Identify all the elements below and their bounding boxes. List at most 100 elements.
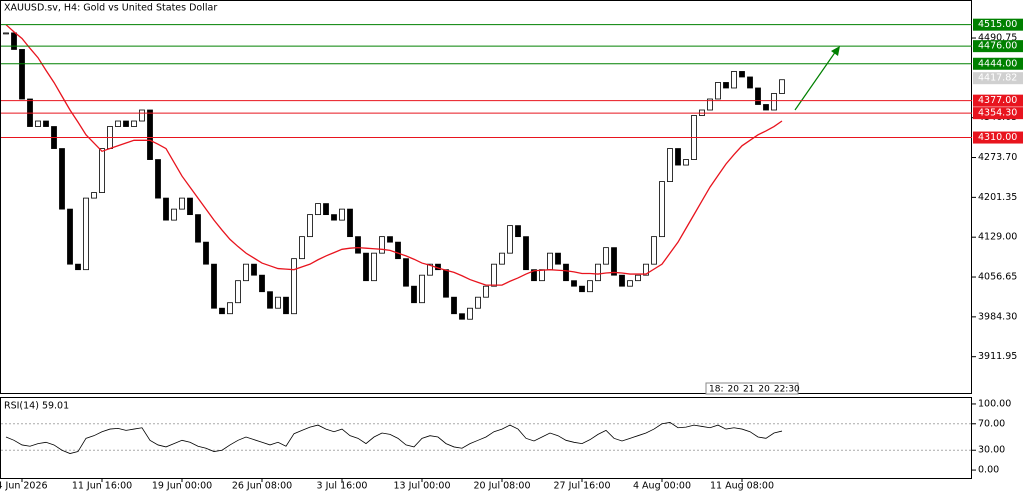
candle <box>515 225 521 238</box>
rsi-line <box>5 422 783 454</box>
candle <box>203 241 209 265</box>
y-tick-label: 3984.30 <box>978 311 1017 322</box>
candle <box>35 120 41 127</box>
candle <box>339 208 345 221</box>
main-panel <box>0 0 972 394</box>
candle <box>291 258 297 315</box>
x-tick-label: 4 Aug 00:00 <box>633 481 691 492</box>
candle <box>171 208 177 221</box>
level-label-box <box>973 107 1023 120</box>
candle <box>683 159 689 166</box>
y-tick-label: 30.00 <box>978 445 1005 456</box>
candle <box>651 236 657 265</box>
candle <box>123 120 129 127</box>
candle <box>419 274 425 304</box>
x-tick-label: 13 Jul 00:00 <box>394 481 451 492</box>
candle <box>275 296 281 309</box>
candle <box>219 307 225 315</box>
candle <box>347 208 353 238</box>
candle <box>115 120 121 127</box>
candle <box>267 291 273 309</box>
candle <box>747 76 753 89</box>
candle <box>755 87 761 105</box>
candle <box>587 280 593 293</box>
candle <box>11 32 17 50</box>
x-tick-label: 11 Jun 16:00 <box>72 481 132 492</box>
candle <box>563 263 569 282</box>
level-label: 4354.30 <box>978 108 1017 119</box>
candle <box>499 252 505 265</box>
candle <box>147 109 153 160</box>
candle <box>299 236 305 260</box>
y-tick-label: 0.00 <box>978 465 999 476</box>
level-label: 4310.00 <box>978 132 1017 143</box>
candle <box>99 148 105 193</box>
moving-average <box>5 24 783 286</box>
time-marker: 22:30 <box>774 385 800 395</box>
candle <box>523 236 529 271</box>
level-label: 4444.00 <box>978 58 1017 69</box>
candle <box>331 214 337 221</box>
candle <box>443 269 449 298</box>
candle <box>179 197 185 210</box>
level-label-box <box>973 57 1023 70</box>
level-label-box <box>973 131 1023 144</box>
candle <box>483 285 489 298</box>
candle <box>763 104 769 111</box>
level-label: 4476.00 <box>978 41 1017 52</box>
candle <box>379 236 385 254</box>
candle <box>771 93 777 111</box>
candle <box>75 263 81 271</box>
y-tick-label: 4129.00 <box>978 232 1017 243</box>
y-tick-label: 4056.65 <box>978 272 1017 283</box>
candle <box>243 263 249 282</box>
candle <box>539 269 545 282</box>
x-tick-label: 3 Jul 16:00 <box>317 481 368 492</box>
candle <box>235 280 241 304</box>
candle <box>635 274 641 282</box>
x-tick-label: 26 Jun 08:00 <box>232 481 292 492</box>
y-tick-label: 4490.75 <box>978 33 1017 44</box>
candle <box>259 274 265 293</box>
candle <box>323 203 329 216</box>
candle <box>467 307 473 320</box>
candle <box>491 263 497 287</box>
candle <box>731 71 737 89</box>
candle <box>283 296 289 315</box>
x-tick-label: 4 Jun 2026 <box>0 481 48 492</box>
time-marker: 18: <box>709 385 723 395</box>
candle <box>195 214 201 243</box>
candle <box>355 236 361 254</box>
arrow-head <box>831 46 840 56</box>
candle <box>91 192 97 199</box>
current-price-box <box>973 72 1023 85</box>
candle <box>363 252 369 282</box>
y-tick-label: 4273.70 <box>978 152 1017 163</box>
candle <box>307 214 313 238</box>
candle <box>67 208 73 265</box>
candle <box>251 263 257 276</box>
candle <box>371 252 377 282</box>
chart-title: XAUUSD.sv, H4: Gold vs United States Dol… <box>4 3 217 14</box>
candle <box>403 258 409 287</box>
candle <box>451 296 457 315</box>
candle <box>163 197 169 221</box>
rsi-panel <box>0 397 972 479</box>
candle <box>59 148 65 210</box>
candle <box>507 225 513 254</box>
candle <box>547 252 553 271</box>
x-tick-label: 11 Aug 08:00 <box>710 481 774 492</box>
candle <box>227 302 233 315</box>
candle <box>475 296 481 309</box>
y-tick-label: 3911.95 <box>978 351 1017 362</box>
candle <box>211 263 217 309</box>
time-markers: 18: 20 21 20 22:30 <box>705 382 800 395</box>
candle <box>779 79 785 94</box>
candle <box>619 274 625 287</box>
candle <box>555 252 561 265</box>
candle <box>611 247 617 276</box>
x-tick-label: 19 Jun 00:00 <box>152 481 212 492</box>
candle <box>707 98 713 111</box>
candle <box>723 82 729 89</box>
